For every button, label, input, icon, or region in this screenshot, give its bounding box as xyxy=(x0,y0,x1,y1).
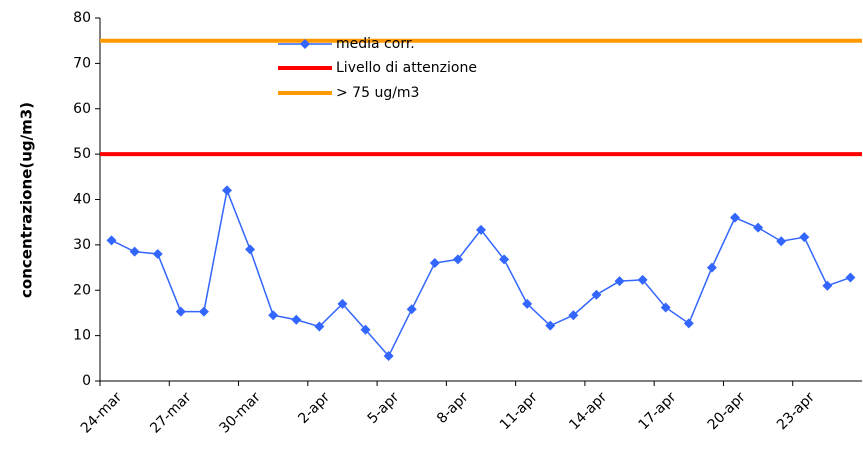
data-point xyxy=(175,306,186,317)
y-tick-label: 40 xyxy=(73,192,91,208)
data-point xyxy=(845,272,856,283)
data-point xyxy=(152,248,163,259)
x-tick-label: 5-apr xyxy=(365,389,403,427)
y-tick-label: 0 xyxy=(82,373,91,389)
data-point xyxy=(268,310,279,321)
data-point xyxy=(383,351,394,362)
data-point xyxy=(614,276,625,287)
legend-label: Livello di attenzione xyxy=(336,60,477,76)
data-point xyxy=(429,258,440,269)
y-axis-label: concentrazione(ug/m3) xyxy=(18,102,36,298)
data-point xyxy=(545,320,556,331)
y-tick-label: 50 xyxy=(73,146,91,162)
data-point xyxy=(222,185,232,196)
data-point xyxy=(106,235,117,246)
y-tick-label: 20 xyxy=(73,282,91,298)
data-point xyxy=(198,306,209,317)
data-point xyxy=(730,212,740,223)
y-tick-label: 10 xyxy=(73,328,91,344)
x-tick-label: 8-apr xyxy=(434,389,472,427)
data-point xyxy=(337,298,348,309)
data-point xyxy=(776,236,787,247)
x-tick-label: 23-apr xyxy=(774,389,818,433)
data-point xyxy=(568,310,579,321)
data-point xyxy=(476,224,486,235)
y-tick-label: 30 xyxy=(73,237,91,253)
x-tick-label: 2-apr xyxy=(295,389,333,427)
y-tick-label: 70 xyxy=(73,55,91,71)
data-point xyxy=(799,232,810,243)
y-tick-label: 80 xyxy=(73,10,91,26)
x-tick-label: 14-apr xyxy=(566,389,610,433)
x-tick-label: 24-mar xyxy=(78,389,125,436)
data-point xyxy=(522,298,533,309)
data-point xyxy=(360,324,371,335)
series-line xyxy=(111,187,851,358)
x-tick-label: 27-mar xyxy=(147,389,194,436)
data-point xyxy=(683,318,694,329)
data-point xyxy=(452,254,463,265)
data-point xyxy=(591,289,602,300)
data-point xyxy=(706,262,717,273)
legend-label: > 75 ug/m3 xyxy=(336,85,419,101)
data-point xyxy=(660,302,671,313)
data-point xyxy=(822,280,833,291)
data-point xyxy=(314,321,325,332)
legend-marker xyxy=(300,39,310,49)
data-point xyxy=(129,246,140,257)
data-point xyxy=(637,274,648,285)
x-tick-label: 20-apr xyxy=(705,389,749,433)
data-point xyxy=(291,314,302,325)
data-point xyxy=(406,304,417,315)
x-tick-label: 30-mar xyxy=(216,389,263,436)
data-point xyxy=(753,222,764,233)
y-tick-label: 60 xyxy=(73,101,91,117)
x-tick-label: 11-apr xyxy=(497,389,541,433)
legend-label: media corr. xyxy=(336,36,415,52)
data-point xyxy=(245,244,256,255)
x-tick-label: 17-apr xyxy=(635,389,679,433)
data-point xyxy=(499,254,510,265)
